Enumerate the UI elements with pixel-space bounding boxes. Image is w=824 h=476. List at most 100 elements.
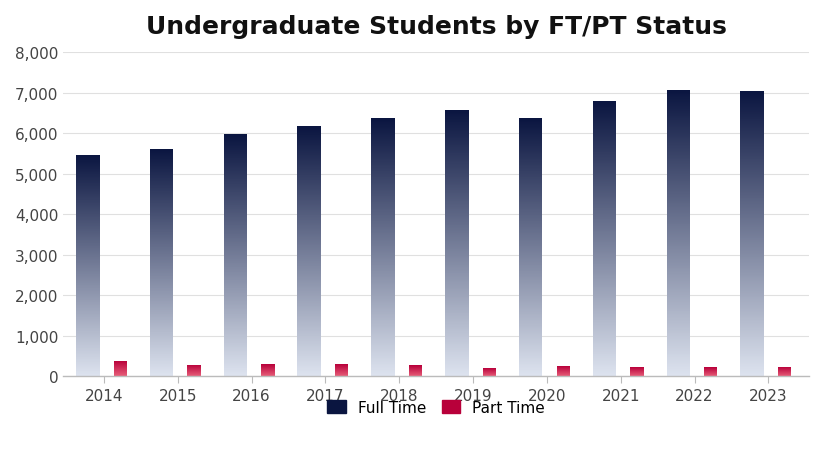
Bar: [740, 323, 764, 324]
Bar: [372, 225, 395, 226]
Bar: [297, 358, 321, 359]
Bar: [223, 185, 247, 186]
Bar: [223, 232, 247, 233]
Bar: [372, 242, 395, 243]
Bar: [372, 167, 395, 168]
Bar: [297, 169, 321, 170]
Bar: [445, 243, 469, 244]
Bar: [667, 275, 691, 276]
Bar: [519, 122, 542, 123]
Bar: [76, 353, 100, 354]
Bar: [519, 285, 542, 286]
Bar: [667, 210, 691, 211]
Bar: [297, 305, 321, 306]
Bar: [223, 331, 247, 332]
Bar: [667, 262, 691, 263]
Bar: [297, 363, 321, 364]
Bar: [76, 178, 100, 179]
Bar: [372, 300, 395, 301]
Bar: [667, 349, 691, 350]
Bar: [150, 179, 173, 180]
Bar: [76, 267, 100, 268]
Bar: [76, 198, 100, 199]
Bar: [297, 197, 321, 198]
Bar: [519, 343, 542, 344]
Bar: [223, 181, 247, 182]
Bar: [740, 257, 764, 258]
Bar: [445, 366, 469, 367]
Bar: [76, 288, 100, 289]
Bar: [150, 241, 173, 242]
Bar: [76, 300, 100, 301]
Bar: [76, 306, 100, 307]
Bar: [372, 346, 395, 347]
Bar: [297, 180, 321, 181]
Bar: [76, 208, 100, 209]
Bar: [519, 342, 542, 343]
Bar: [372, 173, 395, 174]
Bar: [740, 362, 764, 363]
Bar: [76, 266, 100, 267]
Bar: [592, 217, 616, 218]
Bar: [372, 253, 395, 254]
Bar: [740, 182, 764, 183]
Bar: [519, 372, 542, 373]
Bar: [372, 218, 395, 219]
Bar: [519, 305, 542, 306]
Bar: [519, 340, 542, 341]
Bar: [372, 232, 395, 233]
Bar: [76, 373, 100, 374]
Bar: [740, 255, 764, 256]
Bar: [297, 148, 321, 149]
Bar: [667, 254, 691, 255]
Bar: [297, 237, 321, 238]
Bar: [297, 171, 321, 172]
Bar: [150, 311, 173, 312]
Bar: [740, 237, 764, 238]
Bar: [445, 234, 469, 235]
Bar: [223, 339, 247, 340]
Bar: [740, 287, 764, 288]
Bar: [592, 205, 616, 206]
Bar: [445, 156, 469, 157]
Bar: [592, 325, 616, 326]
Bar: [592, 278, 616, 279]
Bar: [297, 342, 321, 343]
Bar: [372, 361, 395, 362]
Bar: [519, 331, 542, 332]
Bar: [223, 156, 247, 157]
Bar: [592, 360, 616, 361]
Bar: [519, 280, 542, 281]
Bar: [592, 269, 616, 270]
Bar: [740, 131, 764, 133]
Bar: [150, 173, 173, 174]
Bar: [372, 332, 395, 333]
Bar: [297, 318, 321, 319]
Bar: [445, 280, 469, 281]
Bar: [519, 358, 542, 359]
Bar: [150, 223, 173, 224]
Bar: [76, 235, 100, 236]
Bar: [150, 305, 173, 306]
Bar: [445, 123, 469, 124]
Bar: [740, 99, 764, 100]
Bar: [372, 316, 395, 317]
Bar: [76, 335, 100, 336]
Bar: [76, 250, 100, 251]
Bar: [519, 218, 542, 219]
Bar: [667, 179, 691, 180]
Bar: [150, 178, 173, 179]
Bar: [592, 357, 616, 358]
Bar: [297, 331, 321, 332]
Bar: [740, 291, 764, 292]
Bar: [445, 248, 469, 249]
Bar: [297, 187, 321, 188]
Bar: [372, 373, 395, 374]
Bar: [223, 229, 247, 230]
Bar: [445, 184, 469, 185]
Bar: [445, 125, 469, 126]
Bar: [297, 338, 321, 339]
Bar: [667, 300, 691, 301]
Bar: [740, 220, 764, 221]
Bar: [223, 264, 247, 265]
